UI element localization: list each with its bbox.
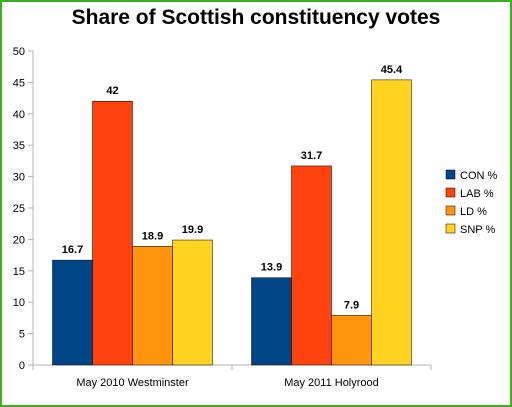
- data-label: 42: [106, 85, 118, 97]
- bar: [371, 79, 412, 366]
- data-label: 31.7: [301, 150, 322, 162]
- y-tick-label: 0: [19, 360, 25, 372]
- x-tick-label: May 2011 Holyrood: [284, 377, 379, 389]
- y-tick-label: 10: [13, 297, 25, 309]
- data-label: 45.4: [381, 64, 403, 76]
- bar: [291, 165, 332, 366]
- legend-label: LAB %: [460, 188, 494, 200]
- legend-label: LD %: [460, 206, 487, 218]
- y-tick-label: 15: [13, 266, 25, 278]
- bar: [132, 246, 173, 366]
- y-tick-label: 25: [13, 203, 25, 215]
- y-tick-label: 5: [19, 329, 25, 341]
- data-label: 16.7: [62, 244, 83, 256]
- legend-swatch: [445, 205, 456, 216]
- y-tick-label: 20: [13, 234, 25, 246]
- x-tick-label: May 2010 Westminster: [76, 377, 189, 389]
- y-tick-label: 35: [13, 140, 25, 152]
- legend-swatch: [445, 223, 456, 234]
- chart-title: Share of Scottish constituency votes: [71, 6, 441, 29]
- legend-swatch: [445, 169, 456, 180]
- y-tick-label: 50: [13, 46, 25, 58]
- data-label: 13.9: [261, 262, 282, 274]
- bar: [331, 315, 372, 366]
- legend-label: SNP %: [460, 224, 495, 236]
- data-label: 18.9: [142, 230, 163, 242]
- bar: [52, 259, 93, 366]
- bar: [172, 239, 213, 366]
- y-tick-label: 40: [13, 109, 25, 121]
- data-label: 19.9: [182, 224, 203, 236]
- bar: [92, 100, 133, 366]
- data-label: 7.9: [344, 299, 359, 311]
- y-tick-label: 45: [13, 77, 25, 89]
- y-tick-label: 30: [13, 172, 25, 184]
- legend-swatch: [445, 187, 456, 198]
- legend-label: CON %: [460, 170, 498, 182]
- bar: [251, 277, 292, 366]
